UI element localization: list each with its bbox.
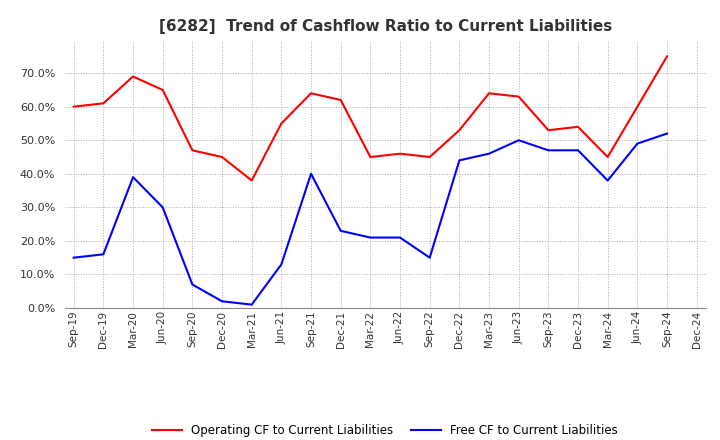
Operating CF to Current Liabilities	[307, 91, 315, 96]
Free CF to Current Liabilities	[129, 175, 138, 180]
Operating CF to Current Liabilities	[158, 87, 167, 92]
Free CF to Current Liabilities	[485, 151, 493, 156]
Free CF to Current Liabilities	[69, 255, 78, 260]
Free CF to Current Liabilities	[336, 228, 345, 234]
Legend: Operating CF to Current Liabilities, Free CF to Current Liabilities: Operating CF to Current Liabilities, Fre…	[148, 419, 623, 440]
Operating CF to Current Liabilities	[336, 97, 345, 103]
Free CF to Current Liabilities	[188, 282, 197, 287]
Free CF to Current Liabilities	[514, 138, 523, 143]
Operating CF to Current Liabilities	[217, 154, 226, 160]
Operating CF to Current Liabilities	[574, 124, 582, 129]
Free CF to Current Liabilities	[633, 141, 642, 146]
Free CF to Current Liabilities	[662, 131, 671, 136]
Operating CF to Current Liabilities	[455, 128, 464, 133]
Operating CF to Current Liabilities	[485, 91, 493, 96]
Title: [6282]  Trend of Cashflow Ratio to Current Liabilities: [6282] Trend of Cashflow Ratio to Curren…	[158, 19, 612, 34]
Operating CF to Current Liabilities	[426, 154, 434, 160]
Operating CF to Current Liabilities	[603, 154, 612, 160]
Operating CF to Current Liabilities	[514, 94, 523, 99]
Free CF to Current Liabilities	[455, 158, 464, 163]
Free CF to Current Liabilities	[307, 171, 315, 176]
Free CF to Current Liabilities	[603, 178, 612, 183]
Free CF to Current Liabilities	[366, 235, 374, 240]
Free CF to Current Liabilities	[99, 252, 108, 257]
Free CF to Current Liabilities	[217, 299, 226, 304]
Operating CF to Current Liabilities	[366, 154, 374, 160]
Free CF to Current Liabilities	[426, 255, 434, 260]
Free CF to Current Liabilities	[277, 262, 286, 267]
Operating CF to Current Liabilities	[129, 74, 138, 79]
Operating CF to Current Liabilities	[544, 128, 553, 133]
Operating CF to Current Liabilities	[633, 104, 642, 109]
Free CF to Current Liabilities	[574, 148, 582, 153]
Line: Operating CF to Current Liabilities: Operating CF to Current Liabilities	[73, 56, 667, 180]
Line: Free CF to Current Liabilities: Free CF to Current Liabilities	[73, 134, 667, 304]
Operating CF to Current Liabilities	[277, 121, 286, 126]
Operating CF to Current Liabilities	[396, 151, 405, 156]
Free CF to Current Liabilities	[158, 205, 167, 210]
Operating CF to Current Liabilities	[662, 54, 671, 59]
Operating CF to Current Liabilities	[248, 178, 256, 183]
Operating CF to Current Liabilities	[99, 101, 108, 106]
Free CF to Current Liabilities	[396, 235, 405, 240]
Free CF to Current Liabilities	[248, 302, 256, 307]
Free CF to Current Liabilities	[544, 148, 553, 153]
Operating CF to Current Liabilities	[69, 104, 78, 109]
Operating CF to Current Liabilities	[188, 148, 197, 153]
